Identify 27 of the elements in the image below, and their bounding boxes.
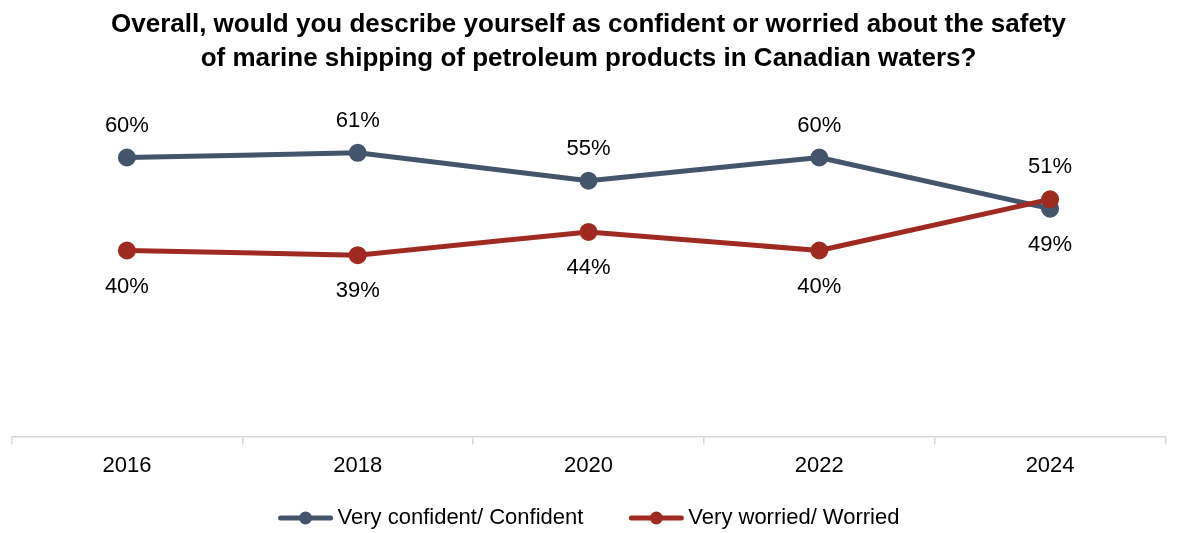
- point: [348, 143, 367, 162]
- data-label: 40%: [104, 272, 149, 298]
- x-tick-label: 2020: [564, 451, 613, 477]
- point: [117, 241, 136, 260]
- x-tick-label: 2022: [794, 451, 844, 477]
- point: [579, 222, 598, 241]
- chart-title: Overall, would you describe yourself as confident or worried about the safety of marine shipping of petroleum products in Canadian waters?: [110, 7, 1067, 74]
- point: [1041, 190, 1060, 209]
- point: [579, 171, 598, 190]
- point: [810, 148, 829, 167]
- data-label: 55%: [566, 134, 611, 160]
- legend-label: Very worried/ Worried: [688, 504, 900, 530]
- data-label: 49%: [1028, 230, 1073, 256]
- data-label: 60%: [797, 111, 842, 137]
- point: [117, 148, 136, 167]
- data-label: 40%: [797, 272, 842, 298]
- data-label: 39%: [335, 277, 380, 303]
- x-tick-label: 2018: [333, 451, 383, 477]
- data-label: 60%: [104, 111, 149, 137]
- legend-label: Very confident/ Confident: [337, 504, 584, 530]
- data-label: 51%: [1028, 153, 1073, 179]
- point: [810, 241, 829, 260]
- x-tick-label: 2016: [102, 451, 152, 477]
- x-tick-label: 2024: [1025, 451, 1075, 477]
- data-label: 44%: [566, 253, 611, 279]
- point: [348, 246, 367, 265]
- data-label: 61%: [335, 106, 380, 132]
